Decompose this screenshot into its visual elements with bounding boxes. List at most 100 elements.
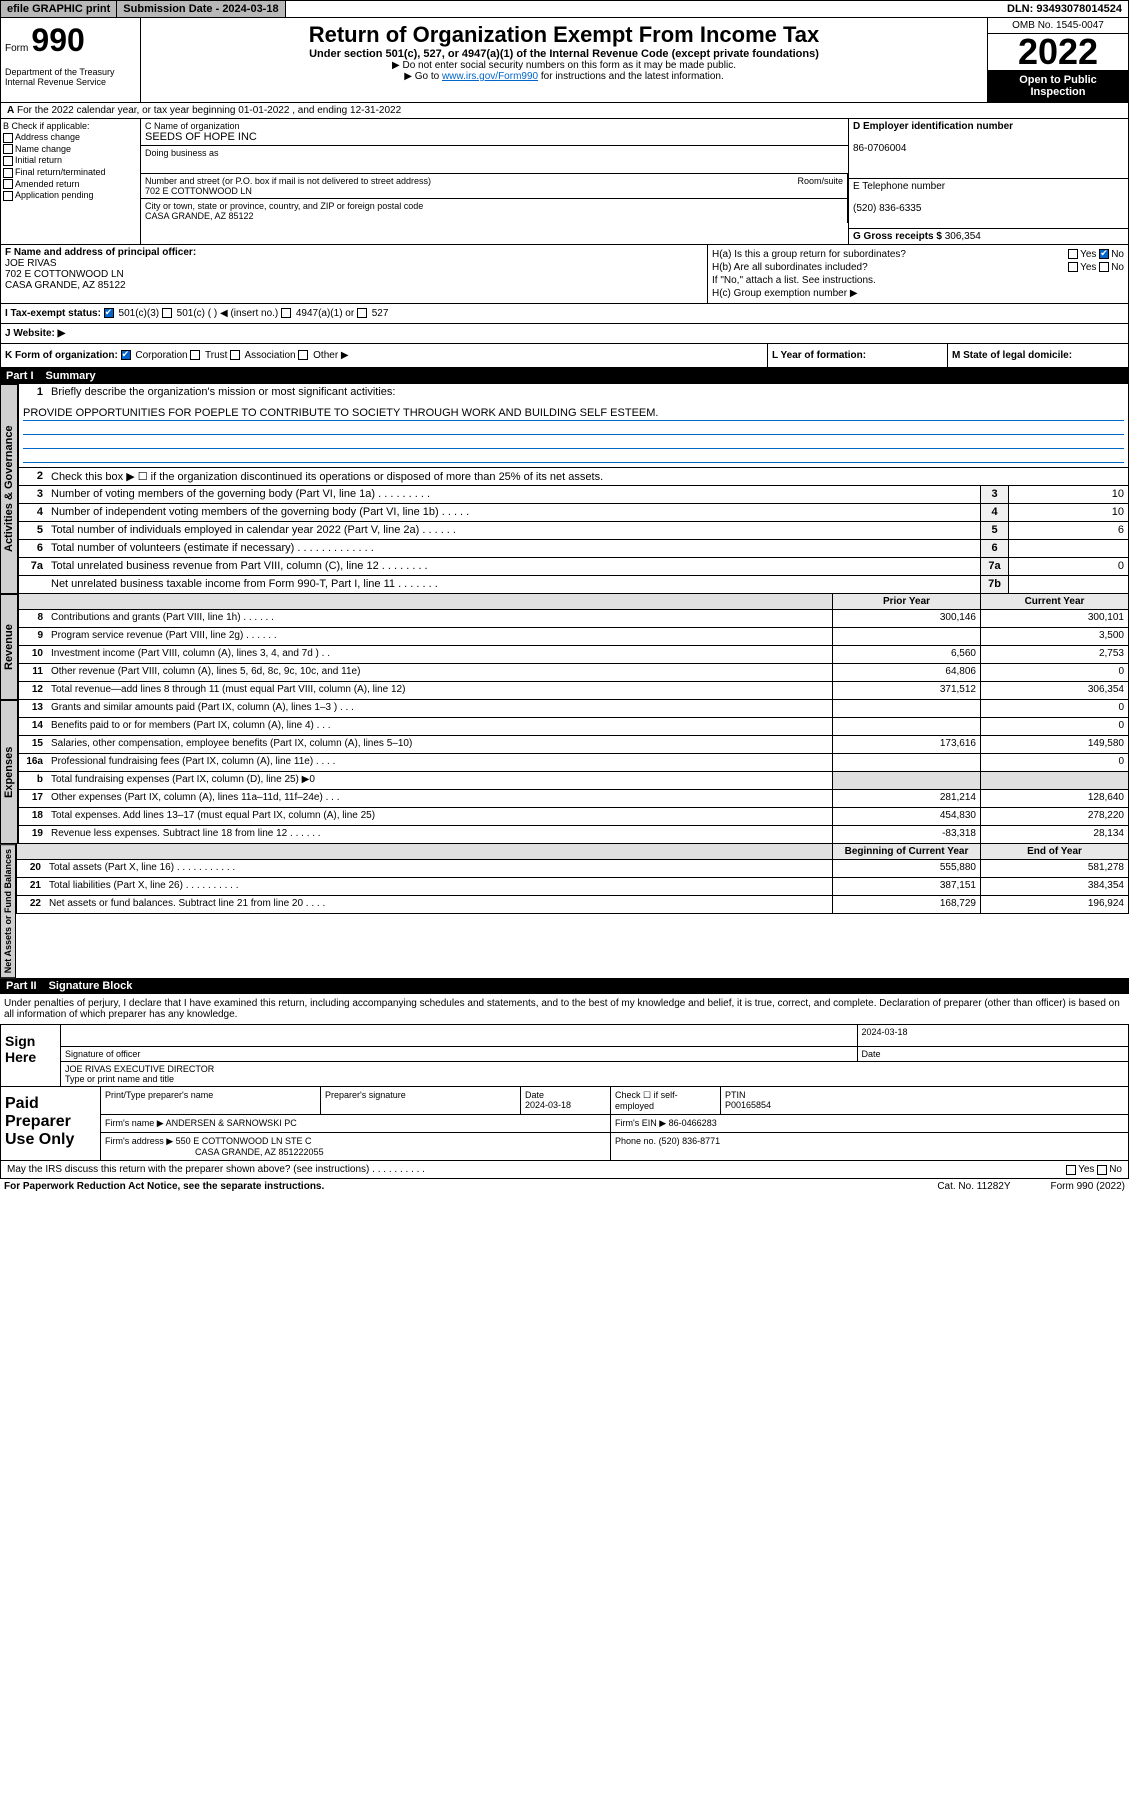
paid-body: Print/Type preparer's name Preparer's si… [101,1087,1128,1160]
gov-section: Activities & Governance 1Briefly describ… [0,384,1129,594]
h-c: H(c) Group exemption number ▶ [712,288,1124,299]
cb-name-change[interactable]: Name change [3,144,138,155]
cb-address-change[interactable]: Address change [3,132,138,143]
cb-discuss-no[interactable] [1097,1165,1107,1175]
l16a-curr: 0 [980,754,1128,771]
l19-prior: -83,318 [832,826,980,843]
opt-trust: Trust [205,350,227,361]
paid-preparer-section: Paid Preparer Use Only Print/Type prepar… [0,1087,1129,1161]
line2-desc: Check this box ▶ ☐ if the organization d… [47,468,1128,485]
cb-4947[interactable] [281,308,291,318]
l20-curr: 581,278 [980,860,1128,877]
k-form-org: K Form of organization: Corporation Trus… [1,344,768,367]
hb-yes: Yes [1080,262,1096,273]
h-b-label: H(b) Are all subordinates included? [712,262,868,273]
l9-prior [832,628,980,645]
l22-desc: Net assets or fund balances. Subtract li… [45,896,832,913]
address-left: Number and street (or P.O. box if mail i… [141,174,848,223]
sign-body: 2024-03-18 Signature of officer Date JOE… [61,1025,1128,1086]
opt-4947: 4947(a)(1) or [296,308,354,319]
sig-date-cell: 2024-03-18 [858,1025,1129,1046]
cat-no: Cat. No. 11282Y [937,1181,1010,1192]
cb-corp[interactable] [121,350,131,360]
phone-value: (520) 836-6335 [853,203,921,214]
opt-other: Other ▶ [313,350,348,361]
goto-link-row: ▶ Go to www.irs.gov/Form990 for instruct… [145,71,983,82]
l12-desc: Total revenue—add lines 8 through 11 (mu… [47,682,832,699]
cb-ha-no[interactable] [1099,249,1109,259]
cb-initial-return[interactable]: Initial return [3,155,138,166]
sigblock-label: Signature Block [49,980,133,992]
dba-row: Doing business as [141,146,848,174]
form-number-box: Form 990 Department of the Treasury Inte… [1,18,141,102]
col-f: F Name and address of principal officer:… [1,245,708,303]
discuss-no: No [1109,1164,1122,1175]
l13-desc: Grants and similar amounts paid (Part IX… [47,700,832,717]
l13-curr: 0 [980,700,1128,717]
discuss-yes: Yes [1078,1164,1094,1175]
cb-trust[interactable] [190,350,200,360]
line3-val: 10 [1008,486,1128,503]
row-k-l-m: K Form of organization: Corporation Trus… [0,344,1129,368]
row-i: I Tax-exempt status: 501(c)(3) 501(c) ( … [0,304,1129,324]
officer-name: JOE RIVAS [5,258,57,269]
mission-q: Briefly describe the organization's miss… [47,384,1128,402]
main-title: Return of Organization Exempt From Incom… [145,22,983,48]
gross-label: G Gross receipts $ [853,231,942,242]
line7a-val: 0 [1008,558,1128,575]
l8-prior: 300,146 [832,610,980,627]
line3-box: 3 [980,486,1008,503]
city-row: City or town, state or province, country… [141,199,847,223]
firm-addr-cell: Firm's address ▶ 550 E COTTONWOOD LN STE… [101,1133,611,1160]
cb-final-return[interactable]: Final return/terminated [3,167,138,178]
line6-desc: Total number of volunteers (estimate if … [47,540,980,557]
submission-date-button[interactable]: Submission Date - 2024-03-18 [117,1,285,17]
cb-ha-yes[interactable] [1068,249,1078,259]
org-name-row: C Name of organization SEEDS OF HOPE INC [141,119,848,146]
irs-link[interactable]: www.irs.gov/Form990 [442,71,538,82]
address-box: Number and street (or P.O. box if mail i… [141,174,848,223]
cb-assoc[interactable] [230,350,240,360]
h-a-label: H(a) Is this a group return for subordin… [712,249,906,260]
year-box: OMB No. 1545-0047 2022 Open to Public In… [988,18,1128,102]
h-b: H(b) Are all subordinates included? Yes … [712,262,1124,273]
side-rev: Revenue [0,594,18,700]
l20-desc: Total assets (Part X, line 16) . . . . .… [45,860,832,877]
line6-box: 6 [980,540,1008,557]
subtitle: Under section 501(c), 527, or 4947(a)(1)… [145,48,983,60]
opt-501c: 501(c) ( ) ◀ (insert no.) [177,308,279,319]
l15-curr: 149,580 [980,736,1128,753]
ch-beg: Beginning of Current Year [832,844,980,859]
l16a-desc: Professional fundraising fees (Part IX, … [47,754,832,771]
cb-hb-yes[interactable] [1068,262,1078,272]
cb-hb-no[interactable] [1099,262,1109,272]
cb-app-pending[interactable]: Application pending [3,190,138,201]
part-ii-header: Part II Signature Block [0,978,1129,994]
gross-receipts: G Gross receipts $ 306,354 [849,229,1128,244]
net-body: Beginning of Current YearEnd of Year 20T… [16,844,1129,978]
ha-no: No [1111,249,1124,260]
cb-527[interactable] [357,308,367,318]
firm-phone-cell: Phone no. (520) 836-8771 [611,1133,1128,1160]
prep-date: Date2024-03-18 [521,1087,611,1114]
officer-sig-cell [61,1025,858,1046]
cb-501c3[interactable] [104,308,114,318]
pra-notice: For Paperwork Reduction Act Notice, see … [4,1181,324,1192]
mission-blank1 [23,421,1124,435]
cb-501c[interactable] [162,308,172,318]
line7a-box: 7a [980,558,1008,575]
l21-prior: 387,151 [832,878,980,895]
line4-val: 10 [1008,504,1128,521]
cb-amended-return[interactable]: Amended return [3,179,138,190]
officer-name-title: JOE RIVAS EXECUTIVE DIRECTOR Type or pri… [61,1062,1128,1086]
efile-button[interactable]: efile GRAPHIC print [1,1,117,17]
line7b-desc: Net unrelated business taxable income fr… [47,576,980,593]
l13-prior [832,700,980,717]
sig-officer-label: Signature of officer [61,1047,858,1061]
phone-box: E Telephone number (520) 836-6335 [849,179,1128,229]
ssn-warning: ▶ Do not enter social security numbers o… [145,60,983,71]
cb-other[interactable] [298,350,308,360]
gov-body: 1Briefly describe the organization's mis… [18,384,1129,594]
cb-discuss-yes[interactable] [1066,1165,1076,1175]
col-header-net: Beginning of Current YearEnd of Year [16,844,1129,860]
